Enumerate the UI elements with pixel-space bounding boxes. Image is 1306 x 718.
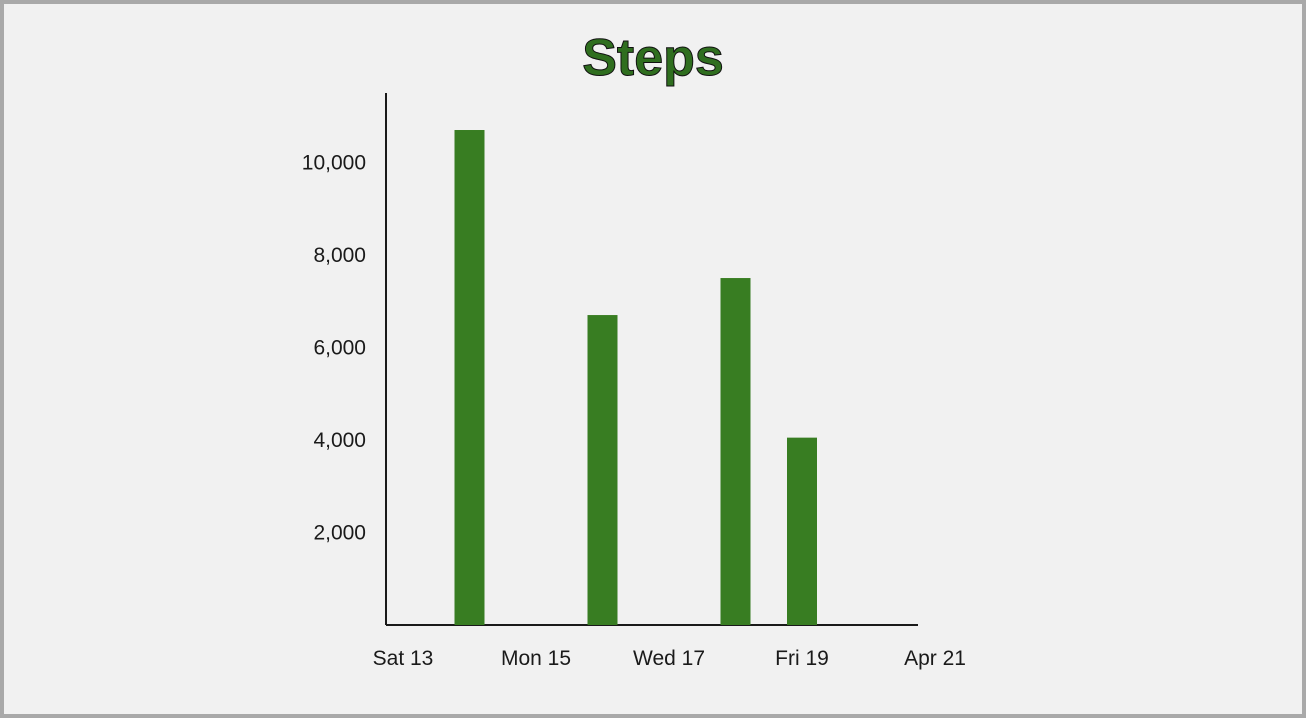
bars	[454, 130, 817, 625]
x-tick-label: Sat 13	[373, 647, 434, 670]
chart-frame: Steps	[4, 4, 1302, 714]
bar	[454, 130, 485, 625]
y-tick-label: 10,000	[302, 151, 366, 174]
y-tick-label: 6,000	[313, 336, 366, 359]
chart-title: Steps	[582, 29, 725, 88]
bar	[720, 278, 751, 625]
x-tick-label: Mon 15	[501, 647, 571, 670]
x-tick-label: Wed 17	[633, 647, 705, 670]
y-axis-ticks: 2,000 4,000 6,000 8,000 10,000	[302, 151, 366, 544]
x-tick-label: Fri 19	[775, 647, 829, 670]
bar	[587, 315, 618, 625]
bar	[787, 437, 817, 625]
y-tick-label: 2,000	[313, 521, 366, 544]
x-tick-label: Apr 21	[904, 647, 966, 670]
y-tick-label: 4,000	[313, 429, 366, 452]
x-axis-ticks: Sat 13 Mon 15 Wed 17 Fri 19 Apr 21	[373, 647, 966, 670]
y-tick-label: 8,000	[313, 244, 366, 267]
